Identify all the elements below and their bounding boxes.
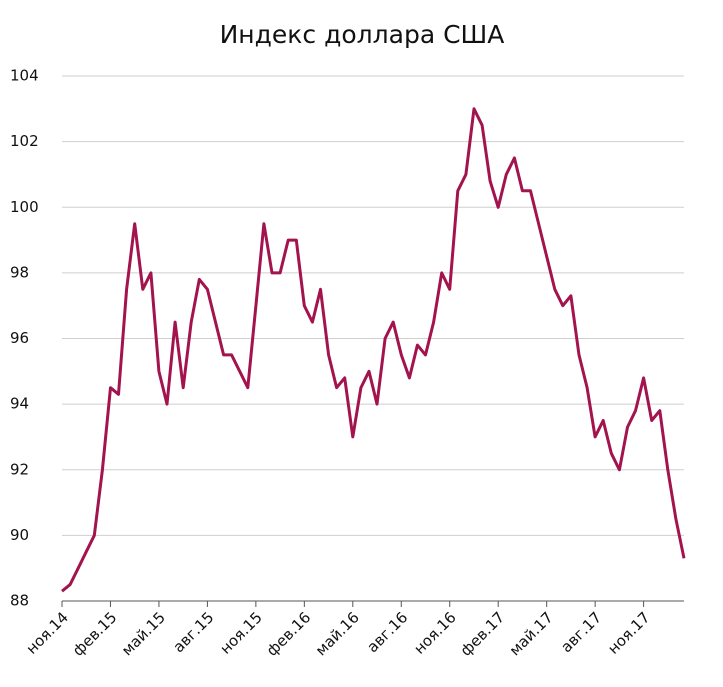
line	[61, 107, 686, 593]
x-tick-label: ноя.15	[216, 608, 265, 657]
y-tick-label: 100	[10, 198, 39, 216]
y-tick-label: 102	[10, 132, 39, 150]
y-tick-label: 90	[10, 526, 29, 544]
y-tick-label: 104	[10, 67, 39, 85]
x-tick-label: авг.17	[557, 608, 605, 656]
x-tick-label: ноя.14	[23, 608, 72, 657]
y-tick-label: 94	[10, 395, 29, 413]
x-tick-label: фев.17	[457, 608, 508, 659]
x-tick-label: ноя.16	[410, 608, 459, 657]
x-tick-label: май.17	[506, 608, 557, 659]
y-tick-label: 88	[10, 592, 29, 610]
y-tick-label: 92	[10, 460, 29, 478]
x-tick-label: ноя.17	[604, 608, 653, 657]
y-tick-label: 96	[10, 329, 29, 347]
x-tick-label: фев.16	[263, 608, 314, 659]
x-tick-label: авг.15	[169, 608, 217, 656]
y-tick-label: 98	[10, 263, 29, 281]
x-tick-label: авг.16	[363, 608, 411, 656]
x-tick-label: фев.15	[69, 608, 120, 659]
x-tick-label: май.15	[118, 608, 169, 659]
x-tick-label: май.16	[312, 608, 363, 659]
chart-title: Индекс доллара США	[220, 20, 505, 49]
